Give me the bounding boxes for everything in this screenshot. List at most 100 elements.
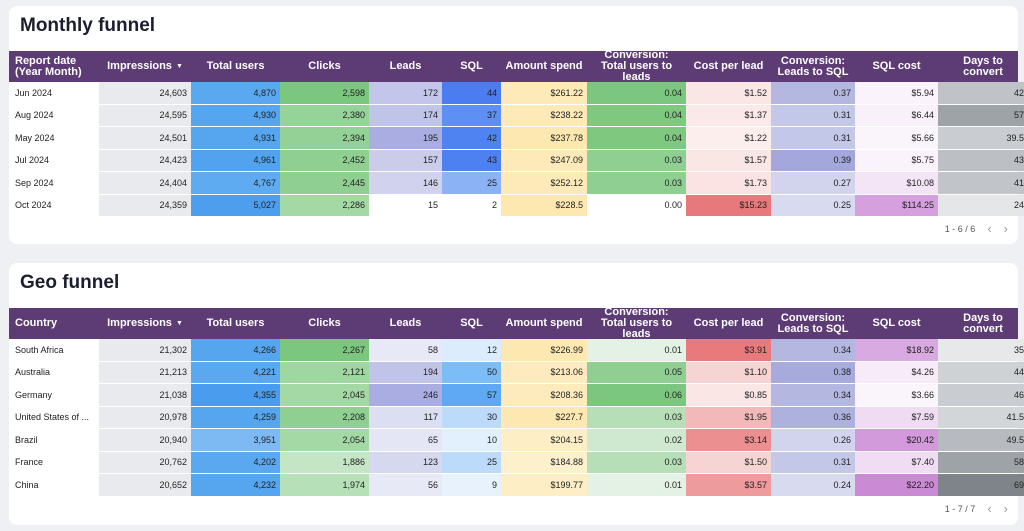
table-row[interactable]: Sep 2024 24,404 4,767 2,445 146 25 $252.12 0.03… [9, 172, 1024, 195]
cell-sql: 25 [442, 451, 501, 473]
cell-sql: 9 [442, 474, 501, 496]
cell-conversion-leads-to-sql: 0.36 [771, 406, 855, 428]
table-row[interactable]: Aug 2024 24,595 4,930 2,380 174 37 $238.22 0.04… [9, 104, 1024, 127]
column-header-amount-spend[interactable]: Amount spend [501, 51, 587, 82]
column-header-label: Conversion: Total users to leads [600, 308, 673, 339]
column-header-name[interactable]: Report date (Year Month) [9, 51, 99, 82]
cell-impressions: 24,423 [99, 149, 191, 171]
column-header-label: SQL [460, 317, 483, 329]
cell-total-users: 3,951 [191, 429, 280, 451]
cell-sql-cost: $5.75 [855, 149, 938, 171]
column-header-label: Days to convert [963, 311, 1003, 335]
column-header-impressions[interactable]: Impressions ▼ [99, 308, 191, 339]
column-header-name[interactable]: Country [9, 308, 99, 339]
cell-cost-per-lead: $1.95 [686, 406, 771, 428]
table-row[interactable]: Jul 2024 24,423 4,961 2,452 157 43 $247.09 0.03… [9, 149, 1024, 172]
cell-amount-spend: $199.77 [501, 474, 587, 496]
chevron-right-icon[interactable]: › [1003, 501, 1008, 516]
table-row[interactable]: Australia 21,213 4,221 2,121 194 50 $213.06 0.0… [9, 361, 1024, 384]
table-header: Report date (Year Month) Impressions ▼ Tota… [9, 51, 1018, 82]
monthly-funnel-panel: Monthly funnel Report date (Year Month) I… [9, 6, 1024, 244]
cell-amount-spend: $227.7 [501, 406, 587, 428]
column-header-conversion-users-to-leads[interactable]: Conversion: Total users to leads [587, 308, 686, 339]
cell-amount-spend: $228.5 [501, 194, 587, 216]
column-header-label: Total users [206, 317, 265, 329]
column-header-leads[interactable]: Leads [369, 51, 442, 82]
column-header-sql-cost[interactable]: SQL cost [855, 308, 938, 339]
sort-descending-icon[interactable]: ▼ [175, 63, 183, 70]
cell-clicks: 2,445 [280, 172, 369, 194]
cell-impressions: 24,404 [99, 172, 191, 194]
table-row[interactable]: Jun 2024 24,603 4,870 2,598 172 44 $261.22 0.04… [9, 82, 1024, 105]
cell-days-to-convert: 35 [938, 339, 1024, 361]
chevron-left-icon[interactable]: ‹ [987, 501, 992, 516]
chevron-left-icon[interactable]: ‹ [987, 221, 992, 236]
cell-amount-spend: $226.99 [501, 339, 587, 361]
column-header-total-users[interactable]: Total users [191, 51, 280, 82]
cell-impressions: 24,501 [99, 127, 191, 149]
cell-leads: 195 [369, 127, 442, 149]
column-header-sql[interactable]: SQL [442, 51, 501, 82]
cell-sql: 44 [442, 82, 501, 104]
cell-total-users: 4,870 [191, 82, 280, 104]
cell-days-to-convert: 49.5 [938, 429, 1024, 451]
cell-impressions: 24,359 [99, 194, 191, 216]
cell-conversion-users-to-leads: 0.04 [587, 127, 686, 149]
cell-cost-per-lead: $1.50 [686, 451, 771, 473]
table-row[interactable]: China 20,652 4,232 1,974 56 9 $199.77 0.01 $3.57… [9, 474, 1024, 497]
column-header-days-to-convert[interactable]: Days to convert [938, 51, 1024, 82]
cell-impressions: 21,302 [99, 339, 191, 361]
cell-total-users: 4,355 [191, 384, 280, 406]
cell-sql-cost: $22.20 [855, 474, 938, 496]
column-header-conversion-leads-to-sql[interactable]: Conversion: Leads to SQL [771, 308, 855, 339]
table-row[interactable]: Germany 21,038 4,355 2,045 246 57 $208.36 0.06 $… [9, 384, 1024, 407]
table-row[interactable]: Oct 2024 24,359 5,027 2,286 15 2 $228.5 0.00 $15… [9, 194, 1024, 217]
cell-name: Sep 2024 [9, 172, 99, 194]
cell-total-users: 4,266 [191, 339, 280, 361]
chevron-right-icon[interactable]: › [1003, 221, 1008, 236]
column-header-cost-per-lead[interactable]: Cost per lead [686, 308, 771, 339]
cell-conversion-leads-to-sql: 0.39 [771, 149, 855, 171]
column-header-conversion-leads-to-sql[interactable]: Conversion: Leads to SQL [771, 51, 855, 82]
column-header-leads[interactable]: Leads [369, 308, 442, 339]
column-header-conversion-users-to-leads[interactable]: Conversion: Total users to leads [587, 51, 686, 82]
table-row[interactable]: Brazil 20,940 3,951 2,054 65 10 $204.15 0.02 $3.… [9, 429, 1024, 452]
table-row[interactable]: South Africa 21,302 4,266 2,267 58 12 $226.99 0… [9, 339, 1024, 362]
column-header-label: Report date (Year Month) [15, 54, 82, 78]
cell-total-users: 4,961 [191, 149, 280, 171]
column-header-sql-cost[interactable]: SQL cost [855, 51, 938, 82]
column-header-cost-per-lead[interactable]: Cost per lead [686, 51, 771, 82]
table-row[interactable]: France 20,762 4,202 1,886 123 25 $184.88 0.03 $1… [9, 451, 1024, 474]
column-header-total-users[interactable]: Total users [191, 308, 280, 339]
column-header-impressions[interactable]: Impressions ▼ [99, 51, 191, 82]
cell-clicks: 2,286 [280, 194, 369, 216]
table-row[interactable]: May 2024 24,501 4,931 2,394 195 42 $237.78 0.04… [9, 127, 1024, 150]
cell-impressions: 24,603 [99, 82, 191, 104]
column-header-label: Impressions [107, 317, 172, 329]
column-header-clicks[interactable]: Clicks [280, 51, 369, 82]
cell-conversion-leads-to-sql: 0.38 [771, 361, 855, 383]
column-header-days-to-convert[interactable]: Days to convert [938, 308, 1024, 339]
cell-leads: 157 [369, 149, 442, 171]
sort-descending-icon[interactable]: ▼ [175, 320, 183, 327]
table-row[interactable]: United States of ... 20,978 4,259 2,208 117 3… [9, 406, 1024, 429]
cell-conversion-users-to-leads: 0.01 [587, 339, 686, 361]
column-header-label: Leads [389, 60, 422, 72]
cell-total-users: 4,931 [191, 127, 280, 149]
table-body: Jun 2024 24,603 4,870 2,598 172 44 $261.22 0.04… [9, 82, 1024, 217]
cell-sql-cost: $3.66 [855, 384, 938, 406]
cell-conversion-leads-to-sql: 0.31 [771, 127, 855, 149]
column-header-label: Days to convert [963, 54, 1003, 78]
cell-conversion-users-to-leads: 0.03 [587, 451, 686, 473]
cell-conversion-leads-to-sql: 0.37 [771, 82, 855, 104]
cell-conversion-leads-to-sql: 0.34 [771, 384, 855, 406]
column-header-sql[interactable]: SQL [442, 308, 501, 339]
cell-impressions: 24,595 [99, 104, 191, 126]
cell-conversion-leads-to-sql: 0.26 [771, 429, 855, 451]
column-header-clicks[interactable]: Clicks [280, 308, 369, 339]
column-header-amount-spend[interactable]: Amount spend [501, 308, 587, 339]
cell-cost-per-lead: $1.73 [686, 172, 771, 194]
cell-days-to-convert: 41 [938, 172, 1024, 194]
cell-cost-per-lead: $1.57 [686, 149, 771, 171]
cell-total-users: 5,027 [191, 194, 280, 216]
